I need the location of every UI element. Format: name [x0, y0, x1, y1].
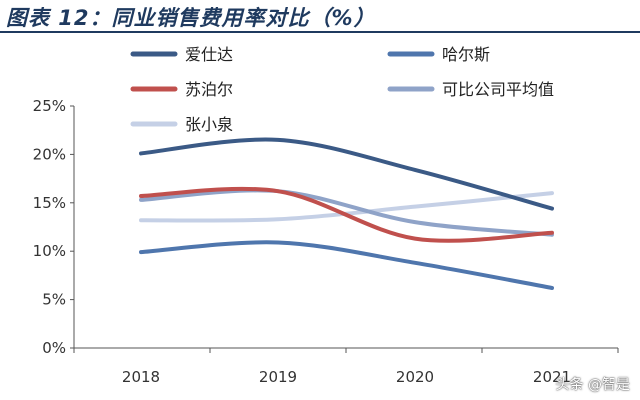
y-tick-label: 15%: [33, 194, 66, 212]
watermark: 头条 @智是: [555, 377, 630, 393]
legend-label-1: 爱仕达: [185, 45, 233, 64]
series-line-1: [139, 137, 554, 211]
x-tick-label: 2019: [259, 368, 297, 386]
series-line-3: [139, 186, 554, 243]
legend-label-2: 哈尔斯: [442, 45, 490, 64]
title-underline: [0, 31, 640, 33]
legend-label-5: 张小泉: [185, 115, 233, 134]
y-tick-label: 10%: [33, 242, 66, 260]
y-tick-label: 25%: [33, 97, 66, 115]
y-tick-label: 5%: [42, 291, 66, 309]
series-line-4: [139, 188, 554, 237]
y-tick-label: 0%: [42, 339, 66, 357]
series-line-2: [139, 240, 554, 290]
x-tick-label: 2020: [396, 368, 434, 386]
y-tick-label: 20%: [33, 145, 66, 163]
legend-label-4: 可比公司平均值: [442, 80, 554, 99]
legend-label-3: 苏泊尔: [185, 80, 233, 99]
chart-title: 图表 12：同业销售费用率对比（%）: [6, 6, 376, 30]
x-tick-label: 2018: [122, 368, 160, 386]
x-tick-label: 2021: [533, 368, 571, 386]
